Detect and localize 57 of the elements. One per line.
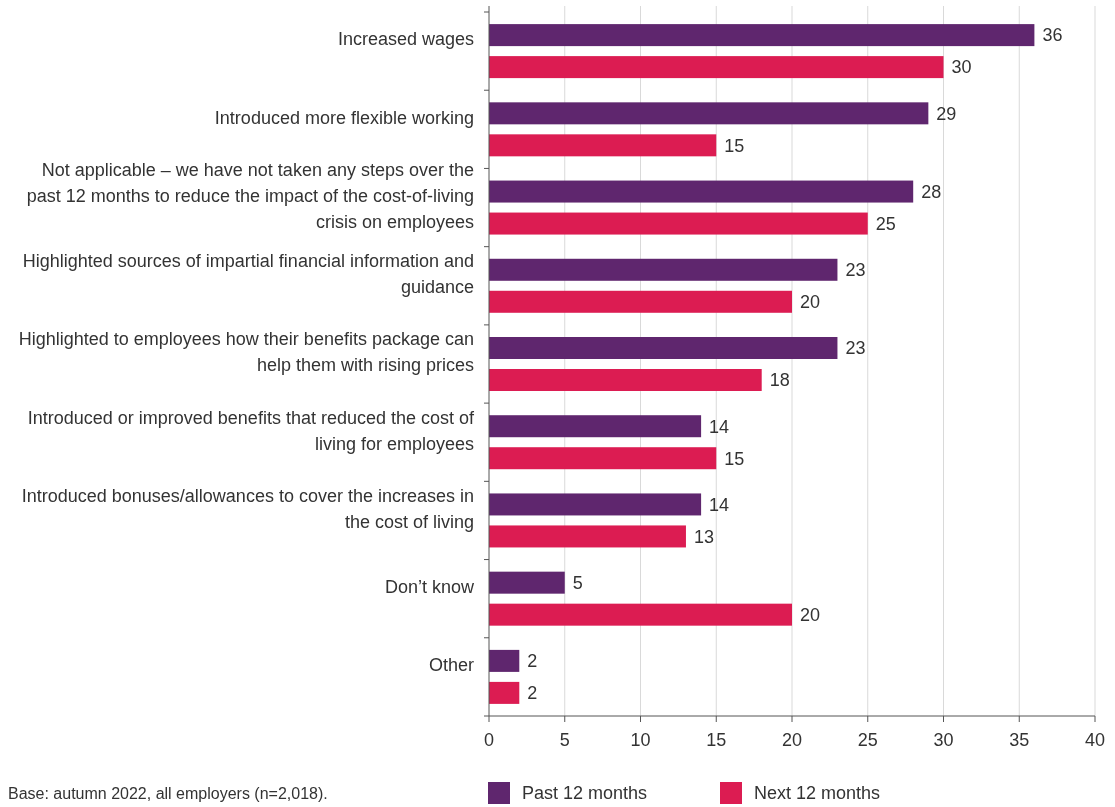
y-tick-label: Other — [428, 655, 474, 676]
data-label: 30 — [951, 57, 972, 78]
data-label: 15 — [724, 135, 745, 156]
data-label: 25 — [875, 213, 896, 234]
bar — [489, 415, 702, 438]
bar — [489, 212, 868, 235]
bar — [489, 337, 838, 359]
x-tick-label: 35 — [1009, 730, 1030, 750]
bar — [489, 102, 929, 125]
y-tick-label: Introduced or improved benefits that reduced the cost of living for employees — [27, 407, 475, 454]
data-label: 20 — [800, 292, 821, 313]
y-tick-label: Introduced more flexible working — [214, 107, 474, 128]
data-label: 20 — [800, 604, 821, 625]
bar — [489, 369, 762, 391]
data-label: 2 — [527, 683, 538, 704]
text: Base: autumn 2022, all employers (n=2,018). — [8, 785, 328, 802]
data-label: 23 — [845, 338, 866, 359]
x-tick-label: 15 — [706, 730, 727, 750]
y-tick-label: Not applicable – we have not taken any steps over the past 12 months to reduce the impact of the cost-of-living crisis on employees — [26, 159, 474, 232]
x-tick-label: 40 — [1084, 730, 1106, 750]
data-label: 28 — [921, 181, 942, 202]
data-label: 14 — [709, 416, 730, 437]
data-label: 29 — [936, 103, 957, 124]
bar — [489, 525, 686, 548]
data-label: 5 — [572, 572, 583, 593]
x-tick-label: 5 — [559, 730, 570, 750]
x-tick-label: 0 — [483, 730, 495, 750]
x-tick-label: 10 — [630, 730, 651, 750]
bar — [489, 56, 944, 79]
bar — [489, 493, 702, 516]
bar — [489, 290, 792, 313]
data-label: 13 — [693, 526, 714, 547]
bar — [489, 649, 520, 672]
x-tick-label: 30 — [933, 730, 954, 750]
y-tick-label: Increased wages — [337, 29, 474, 50]
legend-label: Past 12 months — [522, 783, 648, 804]
bar — [489, 180, 914, 203]
bar — [489, 134, 717, 157]
y-tick-label: Don’t know — [384, 576, 475, 597]
bar — [489, 681, 520, 704]
y-tick-label: Highlighted sources of impartial financial information and guidance — [22, 251, 474, 298]
y-tick-label: Introduced bonuses/allowances to cover the increases in the cost of living — [21, 485, 474, 532]
legend-label: Next 12 months — [754, 783, 881, 804]
data-label: 36 — [1042, 25, 1063, 46]
y-tick-label: Highlighted to employees how their benefits package can help them with rising prices — [18, 329, 474, 376]
data-label: 14 — [709, 494, 730, 515]
bar — [489, 258, 838, 281]
x-tick-label: 20 — [781, 730, 803, 750]
data-label: 2 — [527, 651, 538, 672]
bar — [489, 571, 565, 594]
bar — [489, 447, 717, 470]
data-label: 23 — [845, 260, 866, 281]
data-label: 15 — [724, 448, 745, 469]
x-tick-label: 25 — [857, 730, 878, 750]
data-label: 18 — [769, 370, 790, 391]
bar — [489, 603, 792, 626]
bar — [489, 24, 1035, 47]
